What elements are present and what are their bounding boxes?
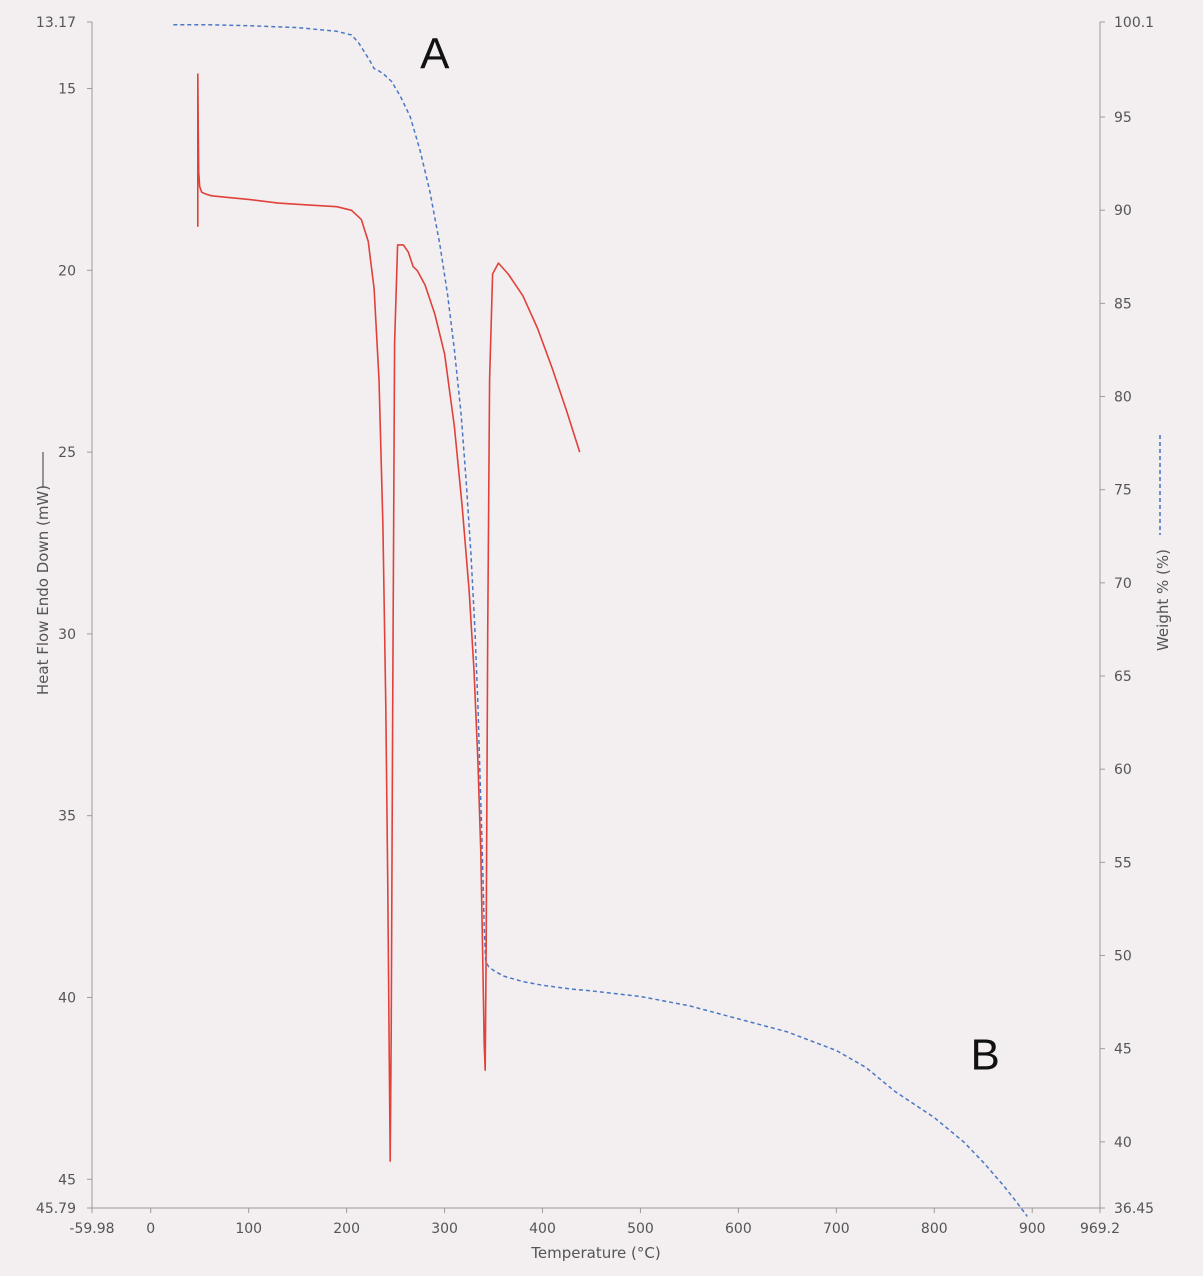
- y-left-tick-label: 45: [58, 1172, 76, 1188]
- x-tick-label: 900: [1019, 1221, 1046, 1237]
- y-left-tick-label: 20: [58, 263, 76, 279]
- x-tick-label: 200: [333, 1221, 360, 1237]
- y-left-tick-label: 35: [58, 809, 76, 825]
- heat-flow-line: [197, 73, 581, 1162]
- y-right-tick-label: 70: [1114, 576, 1132, 592]
- x-tick-label: 0: [146, 1221, 155, 1237]
- y-right-tick-label: 75: [1114, 483, 1132, 499]
- x-tick-label: -59.98: [69, 1221, 114, 1237]
- y-left-tick-label: 40: [58, 990, 76, 1006]
- y-right-tick-label: 55: [1114, 855, 1132, 871]
- y-right-tick-label: 90: [1114, 203, 1132, 219]
- weight-percent-line: [173, 24, 1028, 1217]
- y-right-tick-label: 36.45: [1114, 1201, 1154, 1217]
- x-tick-label: 800: [921, 1221, 948, 1237]
- y-right-axis-title: Weight % (%): [1154, 549, 1172, 651]
- x-tick-label: 700: [823, 1221, 850, 1237]
- y-left-axis-title: Heat Flow Endo Down (mW): [34, 485, 52, 695]
- annotation-label-b: B: [971, 1030, 1000, 1079]
- x-tick-label: 500: [627, 1221, 654, 1237]
- x-tick-label: 600: [725, 1221, 752, 1237]
- y-left-tick-label: 30: [58, 627, 76, 643]
- x-tick-label: 969.2: [1080, 1221, 1120, 1237]
- x-tick-label: 100: [235, 1221, 262, 1237]
- annotation-label-a: A: [420, 30, 450, 79]
- x-tick-label: 300: [431, 1221, 458, 1237]
- y-right-tick-label: 65: [1114, 669, 1132, 685]
- y-right-tick-label: 50: [1114, 949, 1132, 965]
- y-left-tick-label: 25: [58, 445, 76, 461]
- x-tick-label: 400: [529, 1221, 556, 1237]
- y-right-tick-label: 40: [1114, 1135, 1132, 1151]
- y-right-tick-label: 45: [1114, 1042, 1132, 1058]
- y-right-tick-label: 95: [1114, 110, 1132, 126]
- x-axis-title: Temperature (°C): [530, 1244, 660, 1262]
- y-left-tick-label: 13.17: [36, 15, 76, 31]
- y-left-tick-label: 15: [58, 82, 76, 98]
- y-left-tick-label: 45.79: [36, 1201, 76, 1217]
- y-right-tick-label: 100.1: [1114, 15, 1154, 31]
- y-right-tick-label: 80: [1114, 390, 1132, 406]
- y-right-tick-label: 85: [1114, 296, 1132, 312]
- y-right-tick-label: 60: [1114, 762, 1132, 778]
